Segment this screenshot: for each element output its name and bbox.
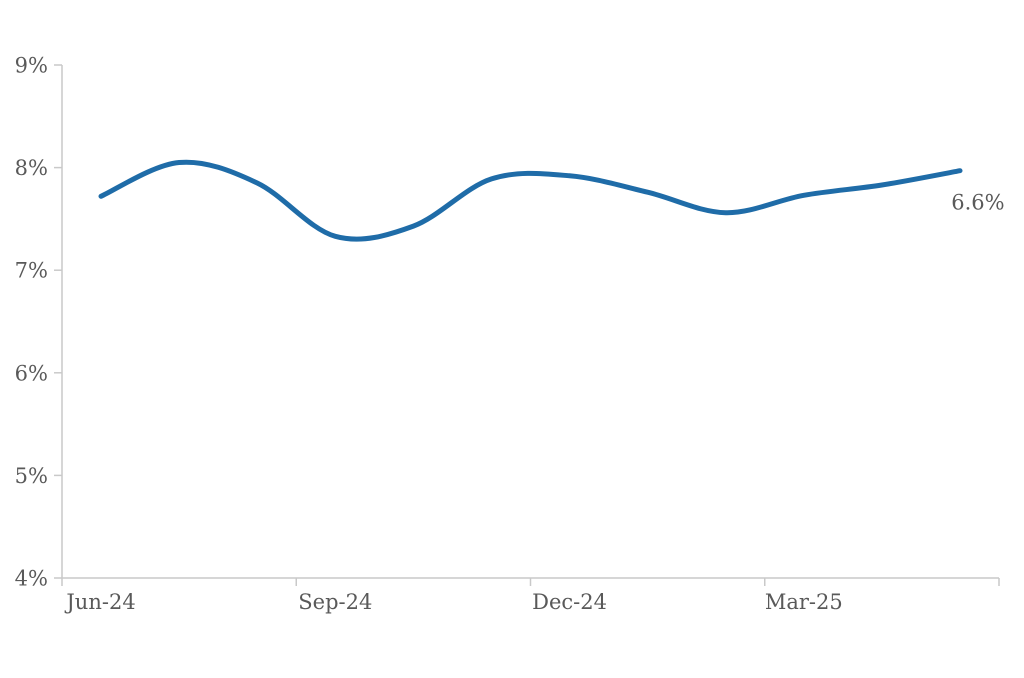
series-line bbox=[98, 159, 963, 242]
y-axis-tick-label: 6% bbox=[15, 361, 48, 385]
y-axis-tick-label: 4% bbox=[15, 567, 48, 591]
last-point-data-label: 6.6% bbox=[951, 191, 1004, 215]
y-axis-tick-label: 8% bbox=[15, 156, 48, 180]
x-axis-tick-label: Jun-24 bbox=[64, 590, 135, 614]
x-axis-tick-label: Sep-24 bbox=[298, 590, 372, 614]
y-axis-tick-label: 7% bbox=[15, 259, 48, 283]
y-axis-tick-label: 9% bbox=[15, 54, 48, 78]
x-axis-tick-label: Mar-25 bbox=[765, 590, 843, 614]
y-axis-tick-label: 5% bbox=[15, 464, 48, 488]
x-axis-tick-label: Dec-24 bbox=[532, 590, 607, 614]
